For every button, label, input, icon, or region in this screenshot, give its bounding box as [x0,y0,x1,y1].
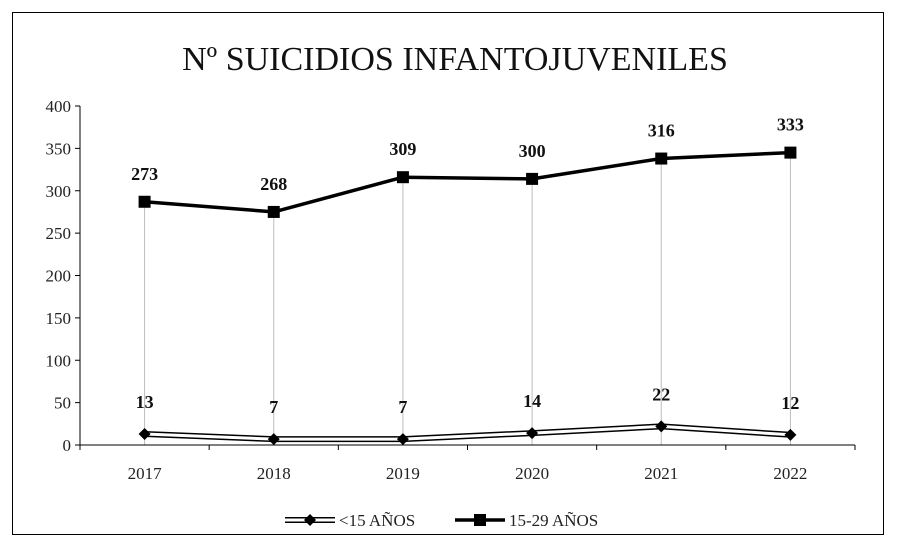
series-0-point [267,433,280,446]
x-tick-label: 2022 [773,464,807,483]
series-0-point [396,433,409,446]
series-1-point [655,152,668,165]
series-0-point [784,428,797,441]
legend-item: 15-29 AÑOS [455,511,598,530]
y-tick-label: 200 [46,267,72,286]
series-1-point [396,171,409,184]
data-label: 13 [136,392,154,412]
data-label: 7 [269,397,278,417]
data-label: 7 [398,397,407,417]
y-tick-label: 50 [54,394,71,413]
series-0-point [138,427,151,440]
series-line-0-inner [144,424,791,441]
x-tick-label: 2019 [386,464,420,483]
y-tick-label: 300 [46,182,72,201]
series-0-point [655,420,668,433]
y-tick-label: 0 [63,436,72,455]
x-ticks: 2017 2018 2019 2020 2021 2022 [79,445,856,483]
y-tick-label: 150 [46,309,72,328]
legend-label: 15-29 AÑOS [509,511,598,530]
series-1-point [526,172,539,185]
y-tick-label: 250 [46,224,72,243]
legend: <15 AÑOS 15-29 AÑOS [285,511,598,530]
axes [79,106,855,446]
legend-marker [304,514,316,526]
data-label: 333 [777,115,804,135]
series-layer [138,146,797,446]
x-tick-label: 2018 [257,464,291,483]
legend-marker [474,514,486,526]
x-tick-label: 2020 [515,464,549,483]
y-ticks: 0 50 100 150 200 250 300 350 400 [46,97,80,455]
data-label: 14 [523,391,541,411]
data-label: 273 [131,164,158,184]
series-1-point [267,205,280,218]
data-label: 309 [389,139,416,159]
data-label: 12 [781,393,799,413]
data-label: 316 [648,121,675,141]
y-tick-label: 350 [46,139,72,158]
y-tick-label: 100 [46,351,72,370]
data-label: 22 [652,384,670,404]
chart-title: Nº SUICIDIOS INFANTOJUVENILES [182,41,728,78]
series-1-point [784,146,797,159]
chart-frame [12,12,884,535]
data-label: 300 [519,141,546,161]
series-0-point [526,427,539,440]
series-1-point [138,195,151,208]
x-tick-label: 2021 [644,464,678,483]
legend-label: <15 AÑOS [339,511,415,530]
x-tick-label: 2017 [128,464,163,483]
y-tick-label: 400 [46,97,72,116]
series-line-1 [144,150,791,214]
data-labels: 13 7 7 14 22 12 273 268 309 300 316 333 [131,115,804,417]
drop-lines [144,152,791,445]
data-label: 268 [260,174,287,194]
legend-item: <15 AÑOS [285,511,415,530]
